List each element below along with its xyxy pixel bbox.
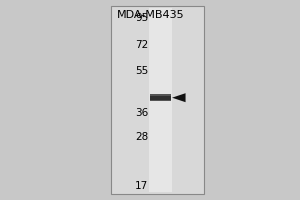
Bar: [151, 96, 171, 100]
Text: 36: 36: [135, 108, 148, 118]
Polygon shape: [172, 93, 185, 102]
Text: 28: 28: [135, 132, 148, 142]
Text: 17: 17: [135, 181, 148, 191]
Text: MDA-MB435: MDA-MB435: [117, 10, 184, 20]
Bar: [151, 94, 171, 101]
Text: 95: 95: [135, 13, 148, 23]
Bar: [149, 8, 172, 192]
Text: 55: 55: [135, 66, 148, 76]
Bar: [111, 6, 204, 194]
Text: 72: 72: [135, 40, 148, 50]
